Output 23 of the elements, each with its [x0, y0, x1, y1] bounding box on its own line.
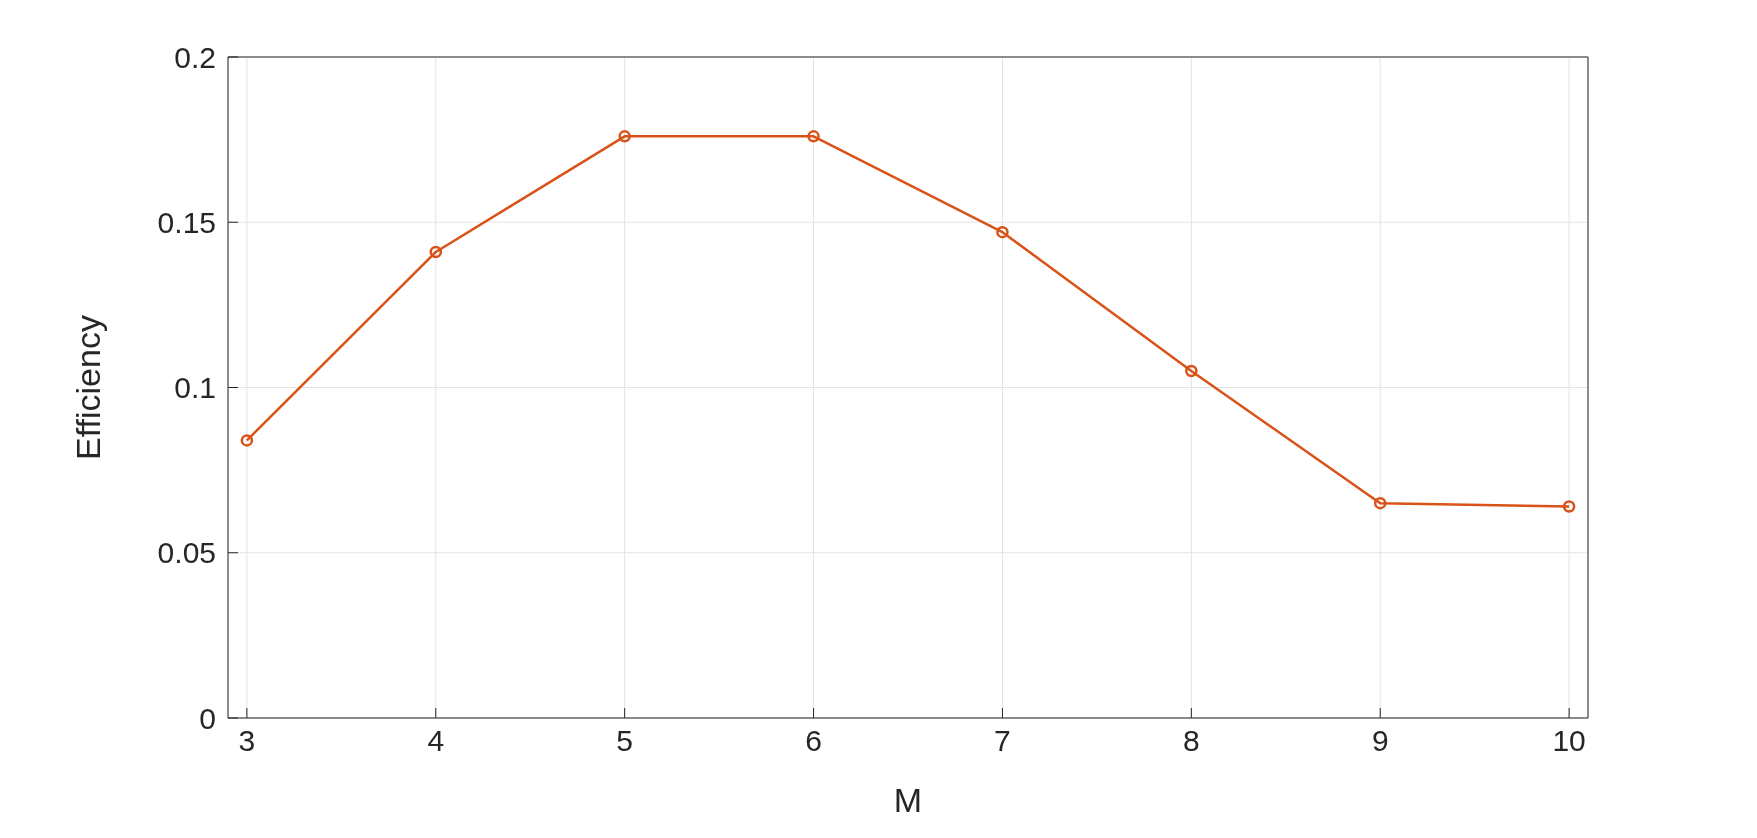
x-tick-label: 4 — [427, 724, 445, 758]
point — [618, 130, 631, 143]
x-tick-label: 3 — [238, 724, 256, 758]
y-tick-label: 0.2 — [174, 40, 216, 74]
y-tick-label: 0 — [199, 701, 216, 735]
point — [429, 245, 443, 259]
y-tick-label: 0.15 — [157, 205, 216, 239]
y-tick-label: 0.05 — [157, 536, 216, 570]
x-tick-label: 8 — [1182, 724, 1200, 758]
point — [996, 225, 1009, 239]
x-axis-title: M — [893, 781, 923, 819]
x-tick-label: 7 — [994, 724, 1011, 758]
x-tick-label: 10 — [1552, 724, 1586, 758]
point — [1562, 500, 1576, 513]
point — [240, 434, 254, 447]
point — [807, 130, 820, 143]
x-tick-label: 5 — [616, 724, 634, 758]
x-tick-label: 6 — [805, 724, 822, 758]
y-tick-label: 0.1 — [174, 371, 216, 405]
y-axis-title: Efficiency — [69, 315, 108, 460]
x-tick-label: 9 — [1371, 724, 1389, 758]
point — [1373, 496, 1387, 510]
point — [1185, 364, 1198, 378]
